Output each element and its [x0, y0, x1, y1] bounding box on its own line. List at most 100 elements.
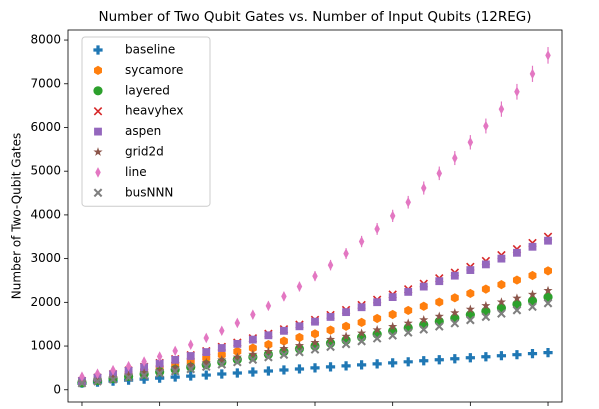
data-point — [357, 328, 367, 338]
data-point — [512, 305, 522, 315]
data-point — [326, 325, 335, 335]
data-point — [434, 311, 444, 321]
data-point — [248, 352, 258, 362]
data-point — [281, 291, 287, 302]
data-point — [543, 292, 553, 302]
data-point — [389, 210, 396, 222]
data-point — [404, 287, 413, 296]
data-point — [294, 364, 305, 374]
data-point — [435, 297, 444, 307]
data-point — [467, 137, 474, 148]
data-point — [125, 360, 132, 372]
legend-box — [81, 36, 211, 207]
legend-marker — [93, 147, 103, 156]
data-point — [327, 259, 334, 271]
data-point — [465, 315, 475, 325]
data-point — [248, 335, 257, 344]
data-point — [434, 322, 444, 331]
data-point — [170, 366, 180, 376]
data-point — [403, 318, 413, 328]
data-point — [156, 351, 163, 362]
data-point — [279, 343, 289, 353]
data-point — [326, 342, 335, 352]
data-point — [155, 373, 165, 383]
data-point — [172, 345, 178, 357]
data-point — [388, 358, 398, 368]
data-point — [434, 355, 444, 365]
data-point — [187, 339, 194, 350]
data-point — [311, 329, 319, 339]
data-point — [280, 326, 288, 335]
data-point — [186, 371, 196, 381]
data-point — [201, 362, 211, 372]
data-point — [358, 236, 365, 247]
data-point — [233, 339, 242, 348]
data-point — [202, 348, 211, 356]
y-tick-label: 8000 — [30, 33, 61, 47]
data-point — [403, 328, 413, 337]
data-point — [543, 348, 553, 358]
data-point — [279, 336, 288, 346]
data-point — [263, 346, 273, 356]
data-point — [512, 293, 522, 303]
data-point — [342, 308, 350, 317]
data-point — [232, 368, 242, 378]
data-point — [341, 361, 351, 371]
data-point — [155, 359, 164, 368]
data-point — [263, 366, 273, 376]
data-point — [110, 364, 116, 376]
legend-marker — [93, 86, 103, 96]
data-point — [450, 354, 460, 364]
legend: baseline sycamore layered heavyhex aspen grid… — [81, 36, 211, 207]
legend-marker — [93, 45, 103, 55]
legend-label: line — [125, 165, 147, 179]
data-point — [139, 368, 149, 377]
data-point — [312, 270, 318, 282]
data-point — [186, 364, 196, 374]
data-point — [264, 340, 273, 350]
data-point — [465, 304, 475, 314]
data-point — [465, 353, 475, 363]
data-point — [279, 350, 289, 360]
data-point — [497, 254, 506, 263]
y-tick-label: 2000 — [30, 295, 61, 309]
data-point — [170, 363, 180, 372]
data-point — [545, 50, 551, 61]
data-point — [450, 308, 460, 317]
data-point — [263, 349, 273, 359]
data-point — [512, 275, 521, 285]
data-point — [139, 371, 149, 380]
data-point — [92, 375, 103, 384]
data-point — [139, 374, 149, 384]
data-point — [419, 356, 429, 366]
legend-marker — [94, 127, 102, 136]
data-point — [372, 359, 382, 369]
y-tick-label: 0 — [53, 382, 61, 396]
data-point — [498, 103, 505, 115]
data-point — [232, 352, 242, 362]
data-point — [496, 351, 507, 361]
data-point — [234, 317, 241, 329]
data-point — [483, 120, 489, 132]
data-point — [217, 350, 226, 360]
data-point — [357, 336, 366, 346]
y-tick-label: 4000 — [30, 207, 61, 221]
data-point — [203, 332, 210, 344]
data-point — [171, 355, 180, 364]
legend-marker — [95, 167, 101, 178]
data-point — [544, 236, 552, 245]
legend-label: aspen — [125, 124, 161, 138]
legend-label: layered — [125, 83, 170, 97]
data-point — [419, 282, 428, 291]
data-point — [326, 313, 335, 321]
data-point — [388, 293, 397, 301]
data-point — [388, 331, 398, 340]
data-point — [527, 296, 538, 306]
data-point — [403, 357, 413, 367]
legend-label: heavyhex — [125, 104, 183, 118]
data-point — [528, 302, 537, 312]
data-point — [248, 343, 257, 353]
data-point — [543, 298, 553, 308]
data-point — [452, 152, 458, 164]
data-point — [373, 313, 382, 324]
